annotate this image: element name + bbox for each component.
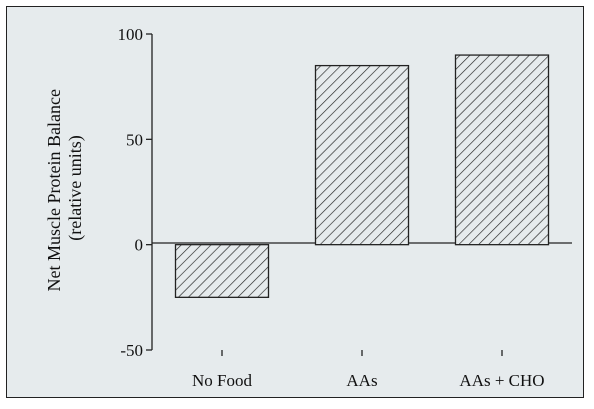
x-tick-label: No Food	[192, 371, 252, 390]
bar-aas	[314, 64, 410, 246]
x-tick-labels: No Food AAs AAs + CHO	[192, 371, 545, 390]
y-tick-label: 0	[135, 236, 144, 255]
y-tick-label: 50	[126, 130, 143, 149]
x-tick-label: AAs + CHO	[459, 371, 544, 390]
bar-no-food	[174, 244, 270, 298]
bars	[174, 54, 550, 298]
y-axis-title-line1: Net Muscle Protein Balance	[44, 89, 64, 291]
y-axis-title-line2: (relative units)	[65, 135, 86, 240]
y-tick-label: -50	[120, 341, 143, 360]
x-tick-label: AAs	[346, 371, 377, 390]
bar-aas-cho	[454, 54, 550, 246]
y-ticks: -50 0 50 100	[118, 25, 152, 360]
x-ticks	[221, 350, 503, 356]
y-tick-label: 100	[118, 25, 144, 44]
y-axis-title: Net Muscle Protein Balance (relative uni…	[44, 85, 86, 292]
